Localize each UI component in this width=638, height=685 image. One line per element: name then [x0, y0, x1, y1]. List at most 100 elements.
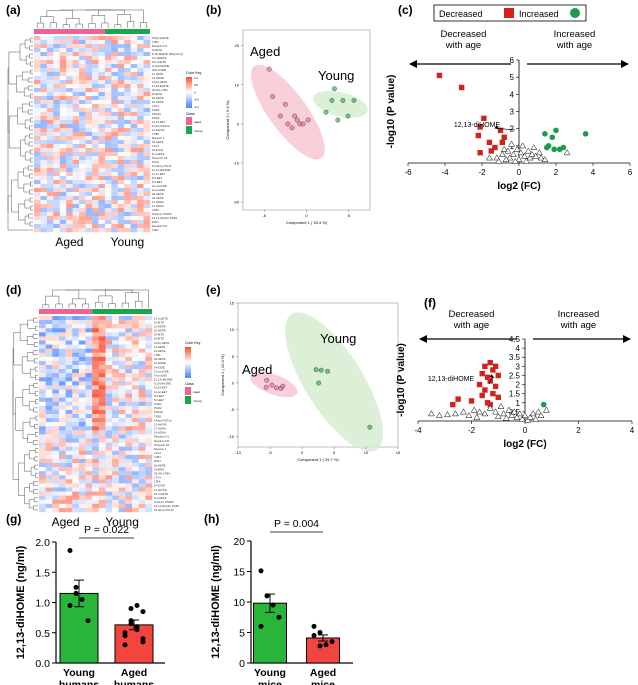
data-point — [270, 602, 276, 608]
pca-point-young — [325, 368, 330, 374]
heatmap-cell — [79, 200, 86, 205]
heatmap-cell — [111, 40, 118, 45]
heatmap-cell — [85, 499, 93, 505]
heatmap-cell — [85, 332, 93, 337]
heatmap-cell — [59, 212, 67, 217]
heatmap-cell — [138, 446, 146, 451]
heatmap-cell — [66, 52, 73, 57]
point-not-significant — [522, 157, 530, 164]
heatmap-cell — [79, 120, 86, 125]
heatmap-cell — [72, 132, 80, 137]
heatmap-cell — [52, 467, 60, 472]
heatmap-cell — [130, 44, 138, 49]
heatmap-cell — [53, 160, 60, 165]
heatmap-cell — [85, 156, 93, 161]
point-not-significant — [494, 412, 502, 419]
heatmap-cell — [72, 458, 80, 464]
heatmap-cell — [124, 148, 131, 153]
heatmap-cell — [85, 507, 93, 513]
heatmap-cell — [65, 401, 73, 407]
heatmap-cell — [124, 44, 131, 49]
heatmap-cell — [138, 467, 146, 472]
heatmap-cell — [125, 467, 133, 472]
heatmap-cell — [104, 124, 112, 129]
point-decreased — [475, 132, 481, 139]
heatmap-cell — [132, 389, 139, 394]
heatmap-cell — [104, 84, 112, 89]
heatmap-cell — [53, 84, 60, 89]
heatmap-cell — [45, 483, 53, 488]
heatmap-cell — [59, 132, 67, 137]
heatmap-cell — [39, 438, 46, 443]
heatmap-cell — [85, 458, 93, 464]
heatmap-cell — [40, 64, 48, 69]
heatmap-row-label: 15(S)-HpETE — [152, 36, 169, 40]
heatmap-cell — [104, 208, 112, 213]
heatmap-cell — [125, 348, 133, 353]
heatmap-row-label: 20-OH-LTB4 — [152, 88, 168, 92]
heatmap-cell — [39, 381, 46, 386]
dendrogram-branch — [30, 37, 33, 43]
heatmap-cell — [124, 84, 131, 89]
heatmap-cell — [72, 418, 80, 423]
heatmap-cell — [65, 405, 73, 411]
heatmap-cell — [132, 426, 139, 431]
heatmap-cell — [118, 450, 126, 456]
annotation-label: 12,13-diHOME — [428, 376, 475, 383]
heatmap-cell — [130, 204, 138, 209]
heatmap-cell — [53, 156, 60, 161]
heatmap-cell — [104, 184, 112, 189]
heatmap-cell — [118, 409, 126, 415]
heatmap-cell — [130, 56, 138, 61]
heatmap-cell — [85, 475, 93, 480]
heatmap-cell — [39, 463, 46, 468]
heatmap-cell — [112, 426, 119, 431]
point-increased — [540, 401, 547, 408]
dendrogram-branch — [27, 85, 33, 91]
heatmap-cell — [66, 36, 73, 41]
heatmap-cell — [143, 176, 151, 181]
heatmap-cell — [112, 454, 119, 460]
heatmap-cell — [92, 332, 100, 337]
color-key-swatch — [186, 81, 192, 84]
heatmap-cell — [92, 454, 100, 460]
heatmap-cell — [52, 499, 60, 505]
heatmap-cell — [53, 80, 60, 85]
heatmap-row-label: Tetranor PGDM — [154, 500, 174, 504]
x-tick-label: -10 — [235, 450, 242, 455]
heatmap-cell — [92, 160, 99, 165]
panel-c-label: (c) — [398, 3, 413, 17]
heatmap-cell — [117, 92, 125, 97]
heatmap-cell — [65, 463, 73, 468]
heatmap-cell — [124, 184, 131, 189]
heatmap-cell — [143, 84, 151, 89]
heatmap-cell — [105, 332, 113, 337]
heatmap-cell — [145, 393, 153, 398]
heatmap-row-label: 9-HETE — [152, 48, 162, 52]
heatmap-cell — [72, 336, 80, 341]
dendrogram-branch — [91, 15, 106, 24]
heatmap-cell — [85, 434, 93, 439]
heatmap-cell — [112, 414, 119, 419]
heatmap-cell — [125, 414, 133, 419]
heatmap-cell — [137, 44, 144, 49]
heatmap-cell — [34, 160, 41, 165]
dendrogram-branch — [24, 119, 31, 129]
heatmap-cell — [137, 48, 144, 53]
heatmap-cell — [130, 184, 138, 189]
heatmap-cell — [45, 389, 53, 394]
heatmap-cell — [72, 84, 80, 89]
heatmap-cell — [39, 393, 46, 398]
heatmap-cell — [145, 414, 153, 419]
heatmap-cell — [72, 200, 80, 205]
heatmap-cell — [111, 100, 118, 105]
dendrogram-branch — [108, 303, 116, 308]
heatmap-cell — [92, 36, 99, 41]
heatmap-cell — [138, 495, 146, 500]
heatmap-cell — [92, 503, 100, 509]
heatmap-cell — [85, 487, 93, 492]
heatmap-cell — [66, 48, 73, 53]
pca-point-young — [313, 367, 319, 373]
dendrogram-branch — [140, 22, 148, 28]
heatmap-cell — [59, 176, 67, 181]
